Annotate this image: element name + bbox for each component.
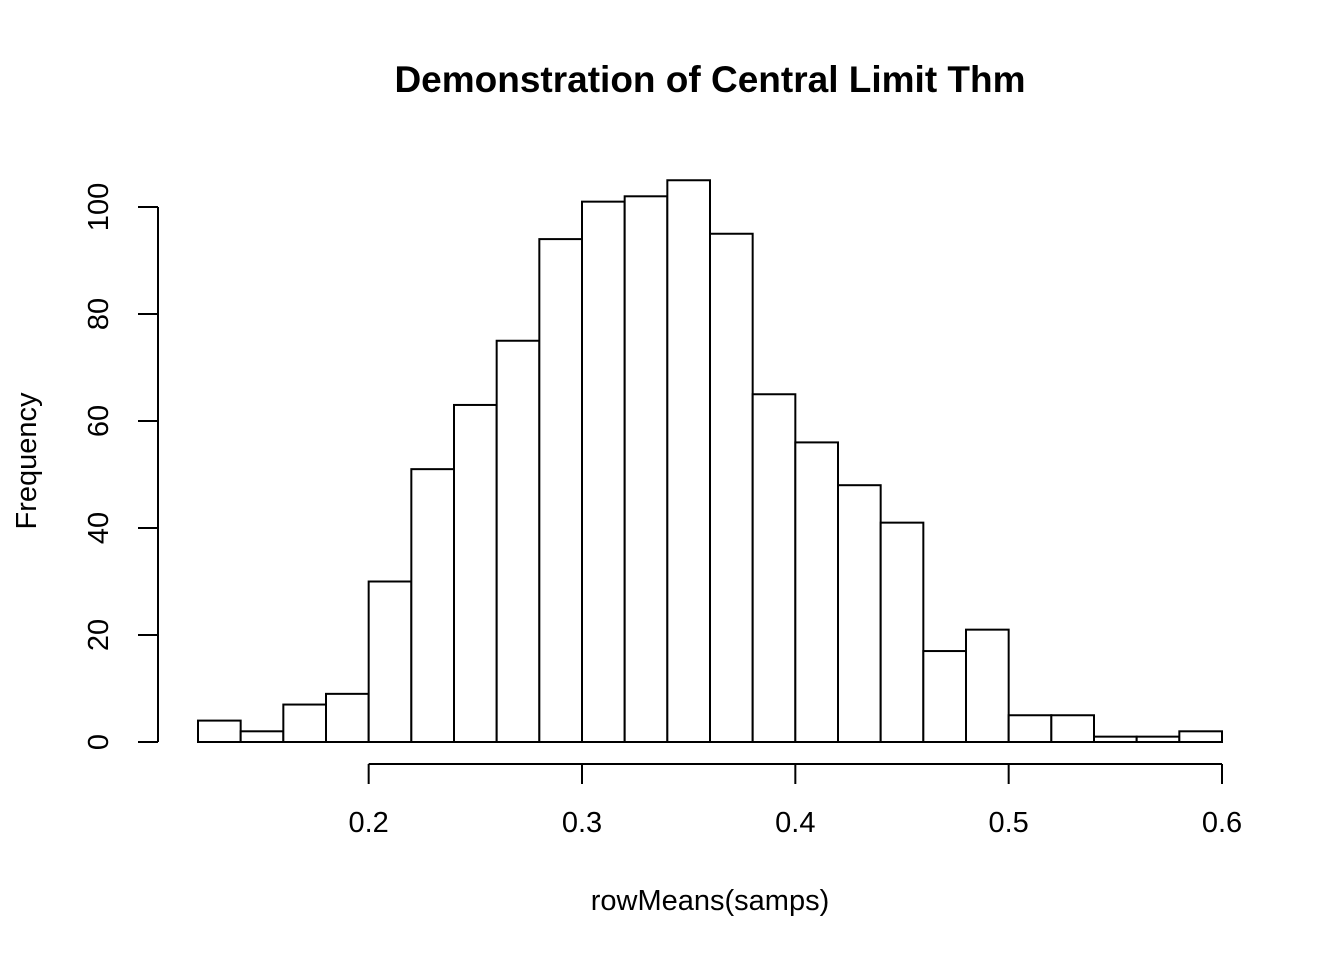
histogram-bar — [709, 232, 754, 743]
y-tick-label: 20 — [83, 619, 115, 651]
histogram-bar — [1050, 714, 1096, 743]
histogram-bar — [623, 195, 669, 744]
histogram-bar — [239, 730, 285, 743]
histogram-bar — [794, 441, 839, 743]
y-axis: 0 20 40 60 80 100 — [83, 183, 159, 750]
histogram-bar — [197, 719, 242, 743]
histogram-bar — [1135, 735, 1181, 744]
histogram-bar — [965, 628, 1010, 744]
histogram-bar — [1093, 735, 1138, 744]
y-tick-label: 0 — [83, 734, 115, 750]
bars-group — [197, 179, 1224, 744]
y-axis-label: Frequency — [11, 392, 43, 530]
histogram-bar — [495, 339, 541, 743]
histogram-bar — [666, 179, 711, 743]
chart-title: Demonstration of Central Limit Thm — [394, 59, 1025, 100]
histogram-bar — [837, 484, 882, 743]
x-axis-label: rowMeans(samps) — [591, 885, 830, 917]
x-axis: 0.2 0.3 0.4 0.5 0.6 — [349, 763, 1242, 839]
y-tick-label: 40 — [83, 512, 115, 544]
y-tick-label: 60 — [83, 405, 115, 437]
histogram-bar — [325, 692, 370, 743]
x-tick-label: 0.3 — [562, 807, 602, 839]
y-tick-label: 100 — [83, 183, 115, 231]
histogram-bar — [1178, 730, 1224, 743]
histogram-bar — [922, 650, 967, 743]
histogram-bar — [538, 238, 583, 743]
histogram-bar — [751, 393, 797, 743]
y-tick-label: 80 — [83, 298, 115, 330]
histogram-bar — [581, 200, 626, 743]
histogram-bar — [367, 580, 413, 743]
x-tick-label: 0.5 — [989, 807, 1029, 839]
x-tick-label: 0.4 — [775, 807, 815, 839]
x-tick-label: 0.2 — [349, 807, 389, 839]
histogram-bar — [1007, 714, 1053, 743]
histogram-bar — [282, 703, 328, 743]
x-tick-label: 0.6 — [1202, 807, 1242, 839]
histogram-bar — [879, 521, 925, 744]
histogram-bar — [410, 468, 456, 743]
histogram-bar — [453, 403, 498, 743]
